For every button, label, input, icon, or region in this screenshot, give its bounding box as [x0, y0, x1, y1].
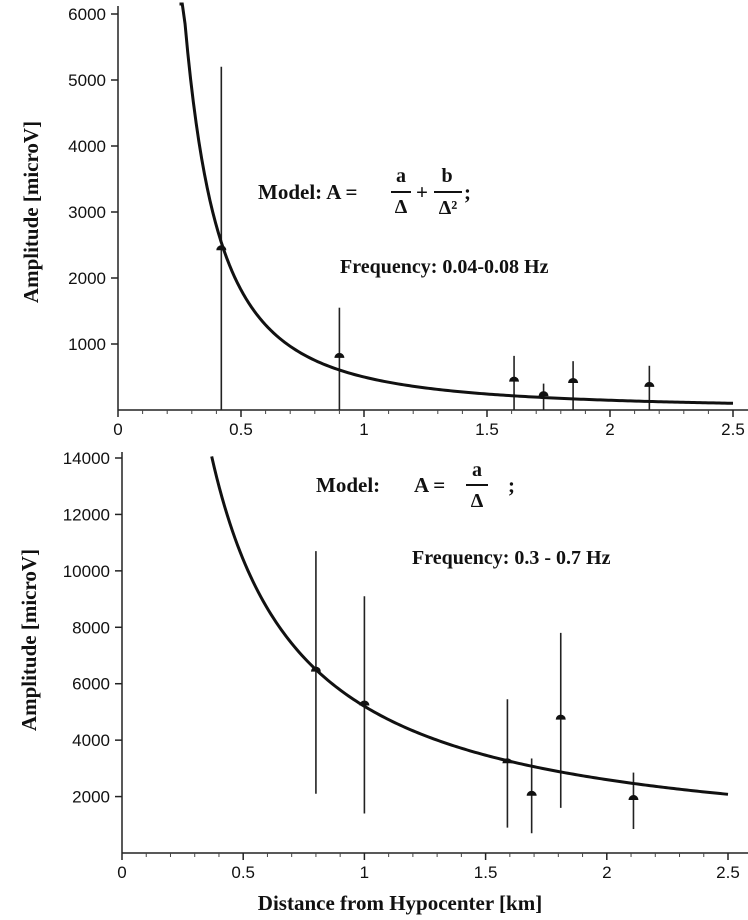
bottom-y-tick-label: 6000: [72, 675, 110, 694]
bottom-ticks: 0 0.5 1 1.5 2 2.5 2000 4000 6000 8000 10000 12000 14…: [63, 449, 740, 882]
top-errorbars: [220, 66, 651, 410]
bottom-y-tick-label: 10000: [63, 562, 110, 581]
bottom-model-curve: [210, 456, 729, 796]
top-y-tick-label: 3000: [68, 203, 106, 222]
bottom-frac1-num: a: [472, 459, 482, 481]
chart-top: 0 0.5 1 1.5 2 2.5 1000 2000 3000 4000 5000 6000 Amp…: [19, 2, 748, 439]
bottom-y-tick-label: 2000: [72, 788, 110, 807]
top-data-point: [334, 352, 345, 358]
bottom-x-tick-label: 1: [360, 863, 369, 882]
top-y-tick-label: 6000: [68, 5, 106, 24]
chart-bottom: 0 0.5 1 1.5 2 2.5 2000 4000 6000 8000 10000 12000 14…: [17, 449, 748, 915]
bottom-data-point: [310, 666, 321, 672]
top-data-point: [644, 381, 655, 387]
bottom-errorbars: [315, 551, 635, 834]
top-frequency-label: Frequency: 0.04-0.08 Hz: [340, 256, 549, 278]
bottom-frequency-label: Frequency: 0.3 - 0.7 Hz: [412, 547, 611, 569]
bottom-y-tick-label: 12000: [63, 505, 110, 524]
bottom-model-prefix: Model:: [316, 473, 380, 497]
bottom-x-tick-label: 2.5: [716, 863, 740, 882]
top-data-point: [568, 377, 579, 383]
top-y-tick-label: 2000: [68, 269, 106, 288]
top-data-point: [538, 391, 549, 397]
bottom-x-tick-label: 2: [602, 863, 611, 882]
bottom-model-equation: Model: A = a Δ ;: [316, 459, 515, 512]
top-x-tick-label: 0: [113, 420, 122, 439]
bottom-data-point: [526, 790, 537, 796]
top-y-tick-label: 1000: [68, 335, 106, 354]
top-x-tick-label: 2: [605, 420, 614, 439]
bottom-data-point: [502, 758, 513, 764]
top-ticks: 0 0.5 1 1.5 2 2.5 1000 2000 3000 4000 5000 6000: [68, 5, 745, 439]
top-y-axis-label: Amplitude [microV]: [19, 121, 43, 303]
bottom-x-axis-label: Distance from Hypocenter [km]: [258, 891, 542, 915]
bottom-x-tick-label: 0: [117, 863, 126, 882]
top-x-tick-label: 0.5: [229, 420, 253, 439]
top-model-prefix: Model: A =: [258, 180, 357, 204]
top-x-tick-label: 1.5: [475, 420, 499, 439]
top-frac1-num: a: [396, 165, 406, 187]
top-x-tick-label: 2.5: [721, 420, 745, 439]
bottom-markers: [310, 666, 639, 800]
top-model-equation: Model: A = a Δ + b Δ² ;: [258, 165, 471, 219]
bottom-suffix: ;: [508, 473, 515, 497]
bottom-y-axis-label: Amplitude [microV]: [17, 549, 41, 731]
bottom-data-point: [628, 794, 639, 800]
bottom-frac1-den: Δ: [471, 490, 484, 512]
bottom-data-point: [555, 714, 566, 720]
top-frac2-num: b: [441, 165, 452, 187]
top-markers: [216, 245, 655, 397]
bottom-data-point: [359, 700, 370, 706]
top-frac2-den: Δ²: [439, 197, 458, 219]
top-model-curve: [179, 2, 734, 405]
top-data-point: [216, 245, 227, 251]
top-plus: +: [416, 180, 428, 204]
top-suffix: ;: [464, 180, 471, 204]
top-x-tick-label: 1: [359, 420, 368, 439]
top-frac1-den: Δ: [395, 196, 408, 218]
bottom-y-tick-label: 14000: [63, 449, 110, 468]
bottom-y-tick-label: 4000: [72, 731, 110, 750]
top-y-tick-label: 5000: [68, 71, 106, 90]
top-data-point: [509, 376, 520, 382]
bottom-y-tick-label: 8000: [72, 618, 110, 637]
bottom-model-lhs: A =: [414, 473, 445, 497]
bottom-x-tick-label: 1.5: [474, 863, 498, 882]
top-y-tick-label: 4000: [68, 137, 106, 156]
bottom-x-tick-label: 0.5: [231, 863, 255, 882]
